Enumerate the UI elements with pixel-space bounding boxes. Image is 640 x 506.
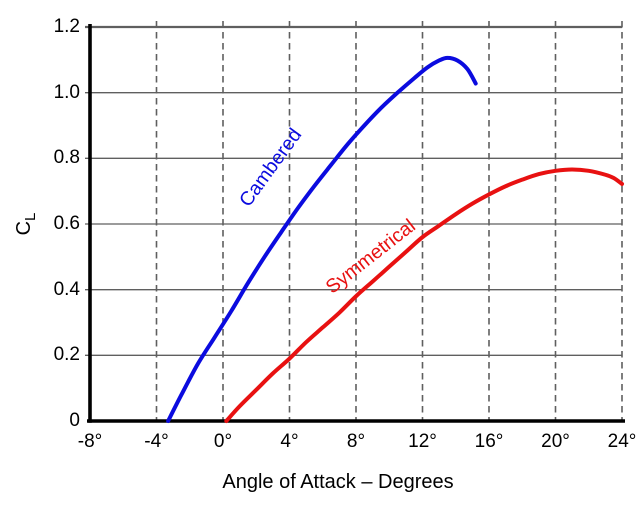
y-tick-label: 0.8	[53, 147, 80, 169]
x-tick-label: 12°	[408, 431, 437, 452]
y-tick-label: 1.0	[53, 81, 80, 103]
x-tick-label: 16°	[474, 431, 504, 452]
x-tick-label: 0°	[213, 431, 233, 452]
y-tick-label: 0.4	[53, 278, 80, 300]
y-tick-label: 0.2	[53, 344, 80, 366]
x-tick-label: 8°	[346, 431, 366, 452]
y-axis-title: CL	[13, 213, 39, 236]
y-tick-label: 0.6	[53, 213, 80, 234]
symmetrical-curve	[224, 167, 624, 423]
x-axis-title: Angle of Attack – Degrees	[222, 471, 454, 493]
y-axis-title-subscript: L	[22, 212, 39, 221]
x-tick-label: 20°	[541, 431, 570, 452]
y-tick-label: 0	[69, 410, 80, 431]
x-tick-label: 24°	[607, 431, 637, 452]
cambered-curve	[166, 55, 478, 423]
x-tick-label: 4°	[280, 431, 299, 452]
x-tick-label: -4°	[144, 431, 169, 452]
y-tick-label: 1.2	[53, 16, 80, 37]
y-axis-title-main: C	[13, 220, 35, 236]
x-tick-label: -8°	[77, 431, 103, 452]
